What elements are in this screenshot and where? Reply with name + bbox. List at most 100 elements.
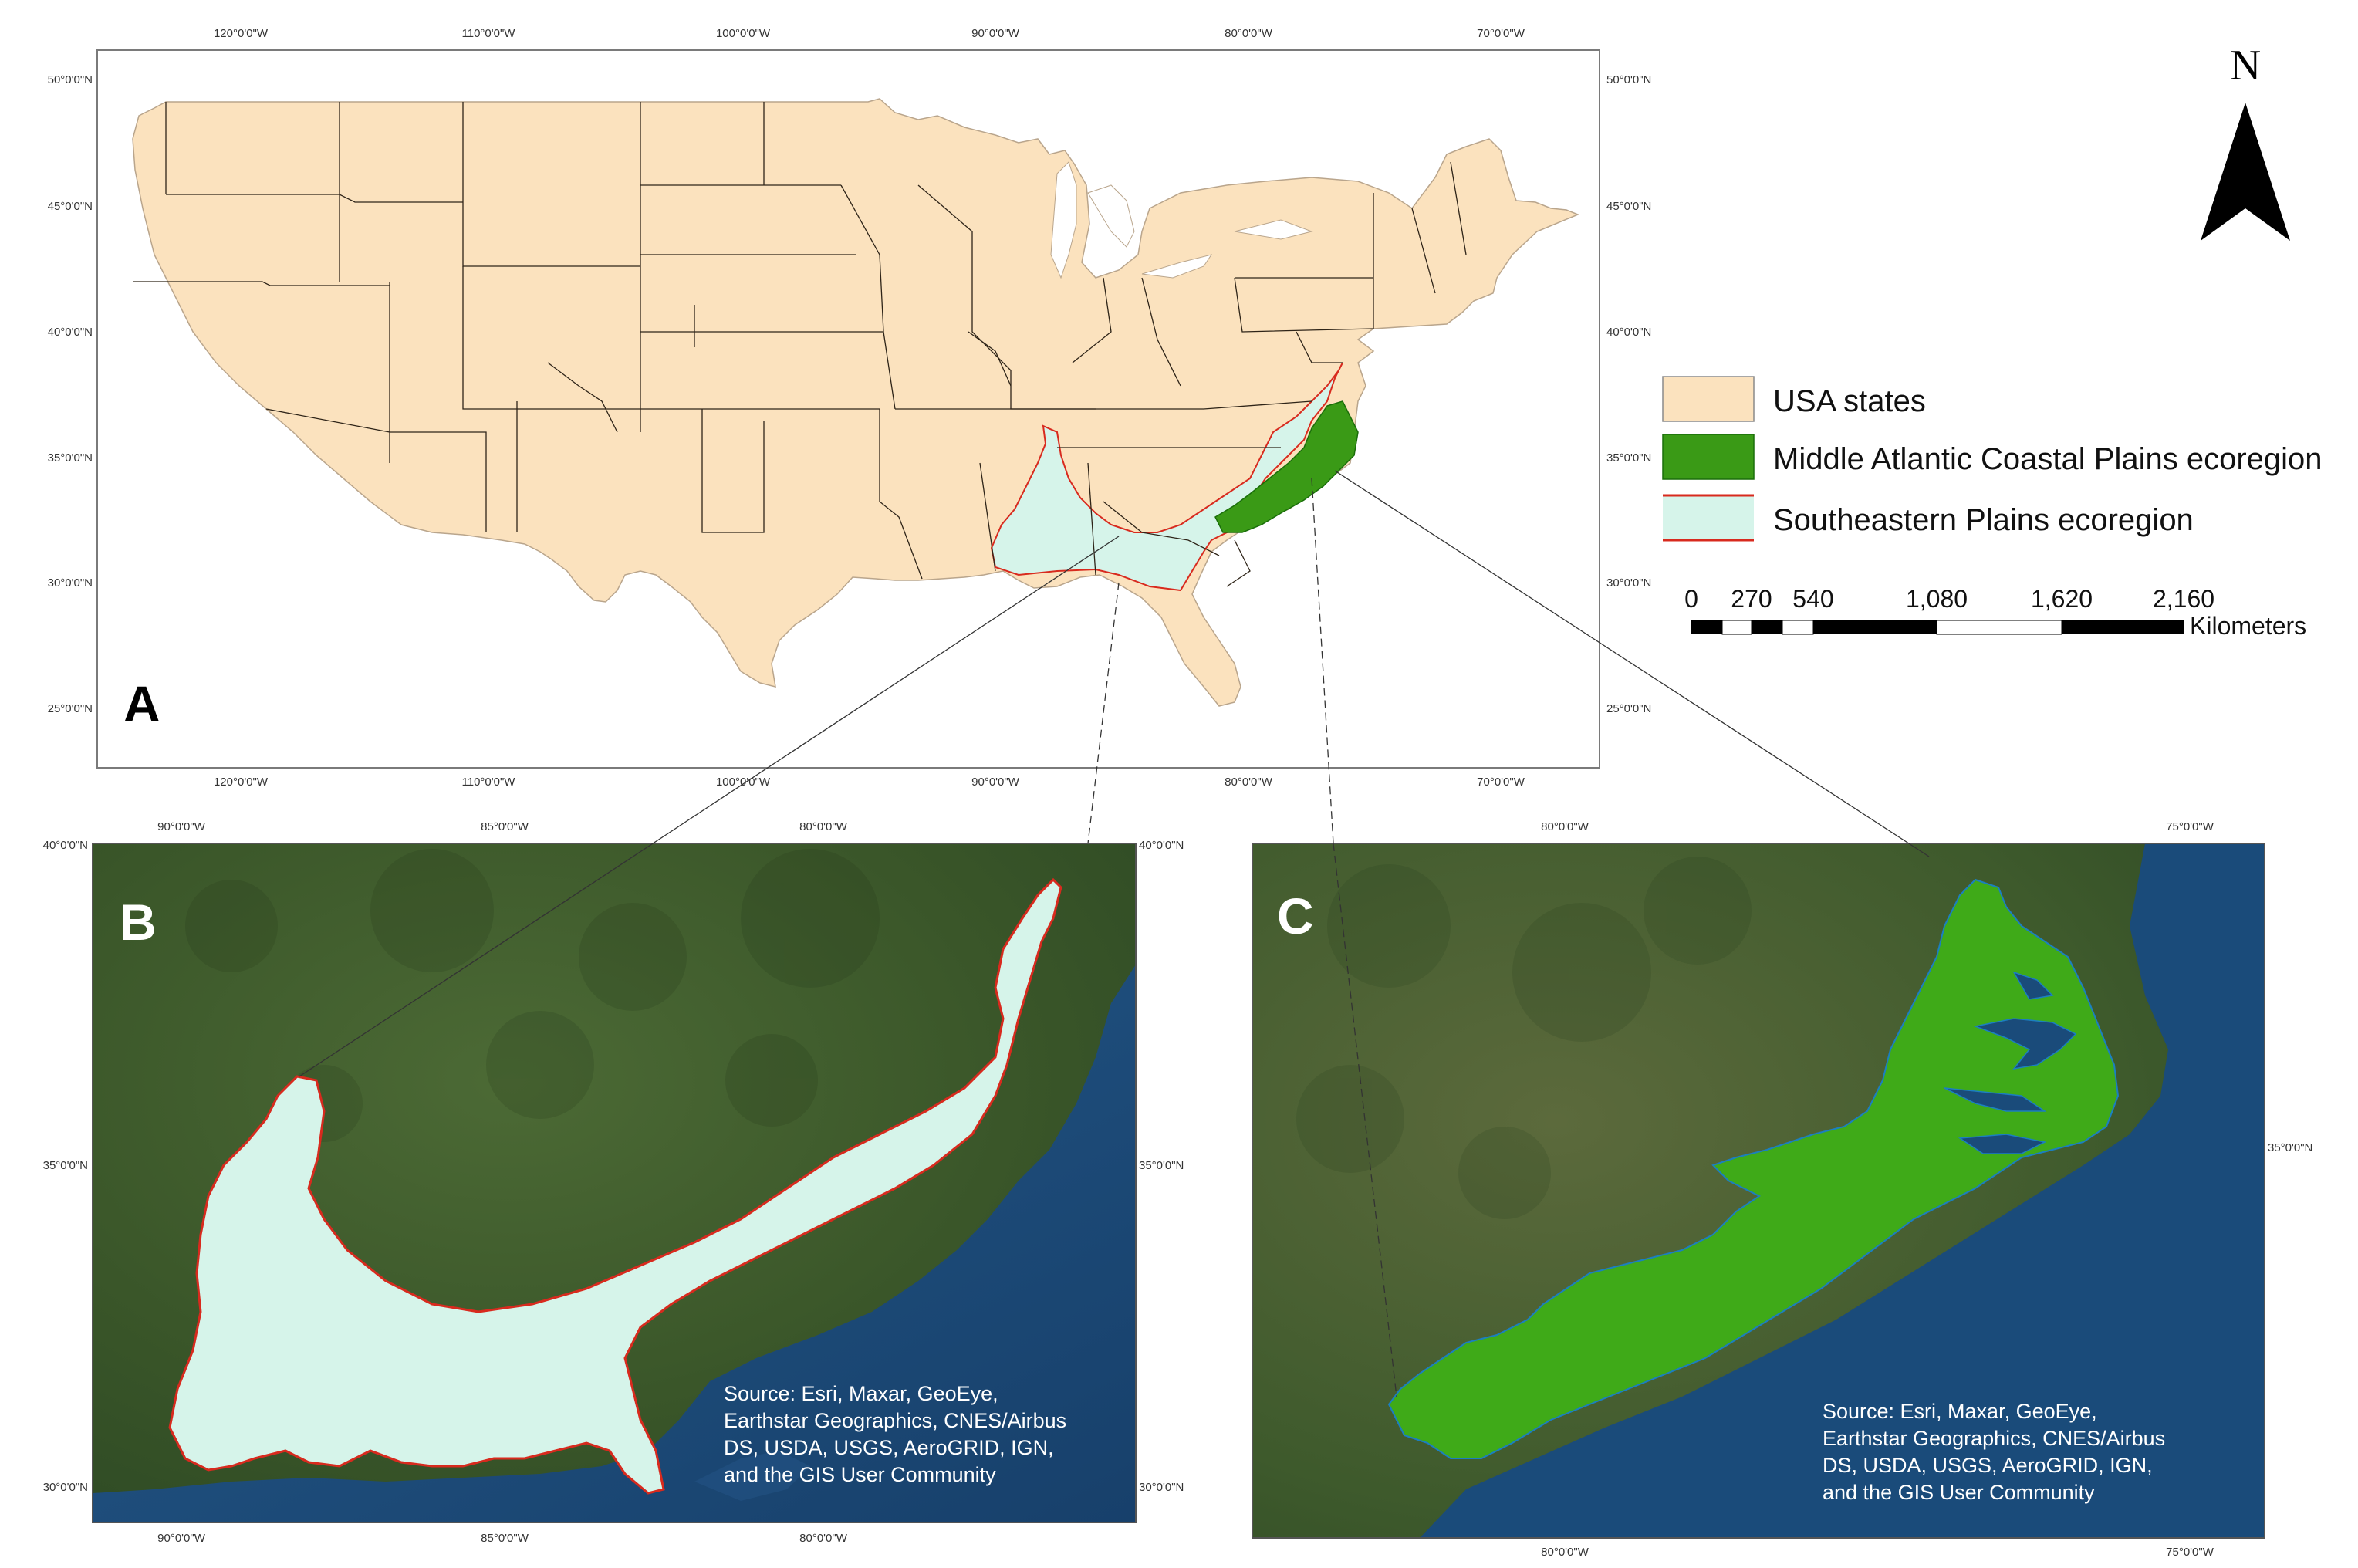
north-arrow-icon <box>2201 103 2290 241</box>
a-left-tick-4: 35°0'0"N <box>48 451 93 465</box>
scale-unit: Kilometers <box>2190 612 2306 640</box>
b-left-tick-2: 35°0'0"N <box>43 1159 88 1172</box>
a-right-tick-1: 50°0'0"N <box>1606 73 1651 86</box>
panel-a-right-ticks: 50°0'0"N 45°0'0"N 40°0'0"N 35°0'0"N 30°0… <box>1606 73 1651 715</box>
southeastern-plains-b <box>168 877 1062 1495</box>
a-right-tick-5: 30°0'0"N <box>1606 576 1651 590</box>
b-left-tick-3: 30°0'0"N <box>43 1481 88 1494</box>
a-bottom-tick-2: 110°0'0"W <box>462 776 516 789</box>
panel-c-frame <box>1252 843 2265 1539</box>
c-top-tick-2: 75°0'0"W <box>2166 820 2214 833</box>
legend-swatch-southeastern <box>1663 495 1754 540</box>
a-left-tick-3: 40°0'0"N <box>48 326 93 339</box>
a-top-tick-5: 80°0'0"W <box>1225 27 1273 40</box>
source-b-line-1: Source: Esri, Maxar, GeoEye, <box>724 1382 998 1405</box>
panel-c: Source: Esri, Maxar, GeoEye, Earthstar G… <box>1252 820 2312 1559</box>
north-arrow-label: N <box>2230 42 2261 90</box>
panel-c-imagery: Source: Esri, Maxar, GeoEye, Earthstar G… <box>1252 843 2265 1538</box>
panel-a: 120°0'0"W 110°0'0"W 100°0'0"W 90°0'0"W 8… <box>48 27 1652 789</box>
panel-c-bottom-ticks: 80°0'0"W 75°0'0"W <box>1541 1546 2214 1559</box>
panel-a-left-ticks: 50°0'0"N 45°0'0"N 40°0'0"N 35°0'0"N 30°0… <box>48 73 93 715</box>
leader-lines <box>299 470 1930 1397</box>
c-top-tick-1: 80°0'0"W <box>1541 820 1589 833</box>
panel-c-letter: C <box>1277 887 1314 945</box>
panel-b-top-ticks: 90°0'0"W 85°0'0"W 80°0'0"W <box>157 820 848 833</box>
a-right-tick-6: 25°0'0"N <box>1606 702 1651 715</box>
a-right-tick-3: 40°0'0"N <box>1606 326 1651 339</box>
panel-a-top-ticks: 120°0'0"W 110°0'0"W 100°0'0"W 90°0'0"W 8… <box>214 27 1525 40</box>
source-c-line-4: and the GIS User Community <box>1823 1481 2095 1504</box>
source-b-line-2: Earthstar Geographics, CNES/Airbus <box>724 1409 1066 1432</box>
legend: USA states Middle Atlantic Coastal Plain… <box>1662 376 2323 542</box>
scale-num-1620: 1,620 <box>2031 585 2093 613</box>
panel-a-bottom-ticks: 120°0'0"W 110°0'0"W 100°0'0"W 90°0'0"W 8… <box>214 776 1525 789</box>
legend-label-southeastern: Southeastern Plains ecoregion <box>1773 503 2194 537</box>
legend-swatch-usa-states <box>1662 376 1755 422</box>
a-left-tick-6: 25°0'0"N <box>48 702 93 715</box>
scale-num-1080: 1,080 <box>1906 585 1968 613</box>
b-top-tick-2: 85°0'0"W <box>481 820 529 833</box>
panel-b-imagery: Source: Esri, Maxar, GeoEye, Earthstar G… <box>93 843 1136 1522</box>
usa-states-shape <box>132 98 1579 707</box>
c-right-tick-1: 35°0'0"N <box>2268 1141 2312 1154</box>
source-c-line-2: Earthstar Geographics, CNES/Airbus <box>1823 1427 2165 1450</box>
state-boundaries <box>133 102 1467 587</box>
b-top-tick-3: 80°0'0"W <box>799 820 848 833</box>
a-top-tick-3: 100°0'0"W <box>716 27 771 40</box>
a-right-tick-2: 45°0'0"N <box>1606 200 1651 213</box>
a-bottom-tick-5: 80°0'0"W <box>1225 776 1273 789</box>
b-right-tick-1: 40°0'0"N <box>1139 839 1184 852</box>
b-right-tick-3: 30°0'0"N <box>1139 1481 1184 1494</box>
a-bottom-tick-6: 70°0'0"W <box>1477 776 1525 789</box>
a-right-tick-4: 35°0'0"N <box>1606 451 1651 465</box>
scale-num-2160: 2,160 <box>2153 585 2214 613</box>
a-bottom-tick-1: 120°0'0"W <box>214 776 269 789</box>
source-b-line-4: and the GIS User Community <box>724 1463 996 1486</box>
estuaries-c <box>1944 971 2077 1154</box>
a-top-tick-6: 70°0'0"W <box>1477 27 1525 40</box>
scale-bar: 0 270 540 1,080 1,620 2,160 Kilometers <box>1684 585 2306 640</box>
panel-b: Source: Esri, Maxar, GeoEye, Earthstar G… <box>43 820 1184 1545</box>
panel-b-frame <box>92 843 1137 1523</box>
legend-label-mid-atlantic: Middle Atlantic Coastal Plains ecoregion <box>1773 442 2323 476</box>
source-c-line-3: DS, USDA, USGS, AeroGRID, IGN, <box>1823 1454 2153 1477</box>
north-arrow: N <box>2201 42 2290 241</box>
panel-a-letter: A <box>123 675 160 732</box>
b-top-tick-1: 90°0'0"W <box>157 820 206 833</box>
a-bottom-tick-4: 90°0'0"W <box>971 776 1020 789</box>
a-bottom-tick-3: 100°0'0"W <box>716 776 771 789</box>
a-left-tick-2: 45°0'0"N <box>48 200 93 213</box>
a-top-tick-4: 90°0'0"W <box>971 27 1020 40</box>
legend-label-usa-states: USA states <box>1773 384 1926 418</box>
legend-item-usa-states: USA states <box>1662 376 1926 422</box>
legend-swatch-mid-atlantic <box>1662 434 1755 480</box>
ocean-b <box>93 965 1136 1522</box>
panel-c-top-ticks: 80°0'0"W 75°0'0"W <box>1541 820 2214 833</box>
legend-item-southeastern: Southeastern Plains ecoregion <box>1663 494 2194 542</box>
source-b-line-3: DS, USDA, USGS, AeroGRID, IGN, <box>724 1436 1054 1459</box>
a-left-tick-5: 30°0'0"N <box>48 576 93 590</box>
scale-num-540: 540 <box>1792 585 1833 613</box>
b-left-tick-1: 40°0'0"N <box>43 839 88 852</box>
panel-b-right-ticks: 40°0'0"N 35°0'0"N 30°0'0"N <box>1139 839 1184 1494</box>
ocean-c <box>1420 843 2265 1538</box>
mid-atlantic-plains-c <box>1387 878 2120 1459</box>
panel-b-bottom-ticks: 90°0'0"W 85°0'0"W 80°0'0"W <box>157 1532 848 1545</box>
source-b: Source: Esri, Maxar, GeoEye, Earthstar G… <box>724 1382 1066 1486</box>
a-left-tick-1: 50°0'0"N <box>48 73 93 86</box>
scale-bar-segments <box>1691 620 2184 635</box>
source-c: Source: Esri, Maxar, GeoEye, Earthstar G… <box>1823 1400 2165 1504</box>
scale-num-0: 0 <box>1684 585 1698 613</box>
b-right-tick-2: 35°0'0"N <box>1139 1159 1184 1172</box>
panel-b-left-ticks: 40°0'0"N 35°0'0"N 30°0'0"N <box>43 839 88 1494</box>
legend-item-mid-atlantic: Middle Atlantic Coastal Plains ecoregion <box>1662 434 2323 480</box>
b-bottom-tick-2: 85°0'0"W <box>481 1532 529 1545</box>
panel-b-letter: B <box>120 894 157 951</box>
a-top-tick-1: 120°0'0"W <box>214 27 269 40</box>
b-bottom-tick-1: 90°0'0"W <box>157 1532 206 1545</box>
panel-c-right-ticks: 35°0'0"N <box>2268 1141 2312 1154</box>
source-c-line-1: Source: Esri, Maxar, GeoEye, <box>1823 1400 2097 1423</box>
great-lakes <box>1050 161 1313 279</box>
c-bottom-tick-1: 80°0'0"W <box>1541 1546 1589 1559</box>
